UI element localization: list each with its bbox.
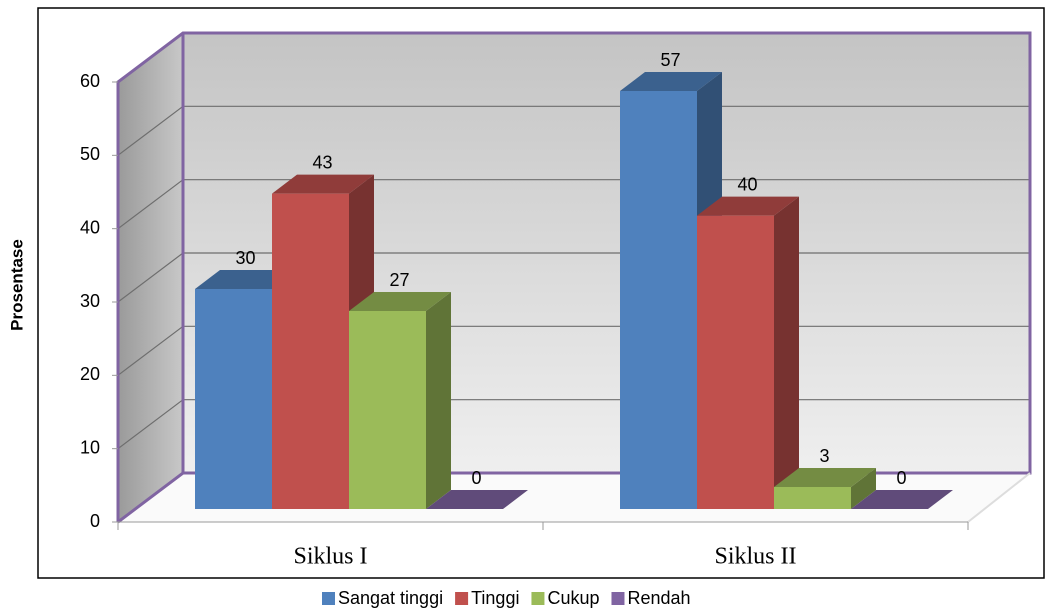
bar (620, 91, 697, 509)
y-tick-label: 40 (80, 217, 100, 237)
floor-edge (967, 472, 1031, 523)
bar-side (426, 292, 451, 509)
bar (272, 193, 349, 509)
data-label: 57 (660, 50, 680, 70)
data-label: 40 (737, 174, 757, 194)
legend-label: Sangat tinggi (338, 588, 443, 608)
bar-top (620, 72, 722, 91)
y-tick-label: 30 (80, 291, 100, 311)
bar-top (195, 270, 297, 289)
data-label: 27 (389, 270, 409, 290)
data-label: 43 (312, 152, 332, 172)
y-axis-label: Prosentase (7, 239, 26, 331)
bar-top (349, 292, 451, 311)
y-tick-label: 0 (90, 511, 100, 531)
bar-top (426, 490, 528, 509)
bar-top (774, 468, 876, 487)
legend-swatch (455, 592, 469, 605)
bar-top (697, 196, 799, 216)
bar (697, 215, 774, 509)
legend-swatch (322, 592, 335, 605)
data-label: 0 (471, 468, 481, 488)
bar-top (851, 490, 953, 509)
data-label: 0 (896, 468, 906, 488)
x-tick-label: Siklus I (293, 544, 367, 570)
bar-side (851, 468, 876, 509)
legend-label: Rendah (627, 588, 690, 608)
y-tick-label: 20 (80, 364, 100, 384)
data-label: 3 (819, 446, 829, 466)
bar-side (774, 196, 799, 509)
y-tick-label: 60 (80, 71, 100, 91)
bar (195, 289, 272, 509)
legend-swatch (531, 592, 545, 605)
bar (774, 487, 851, 509)
x-tick-label: Siklus II (714, 544, 796, 570)
data-label: 30 (235, 248, 255, 268)
legend-swatch (611, 592, 625, 605)
y-tick-label: 10 (80, 437, 100, 457)
bar (349, 311, 426, 509)
bar-top (272, 174, 374, 194)
legend-label: Tinggi (471, 588, 519, 608)
legend-label: Cukup (547, 588, 599, 608)
y-tick-label: 50 (80, 144, 100, 164)
